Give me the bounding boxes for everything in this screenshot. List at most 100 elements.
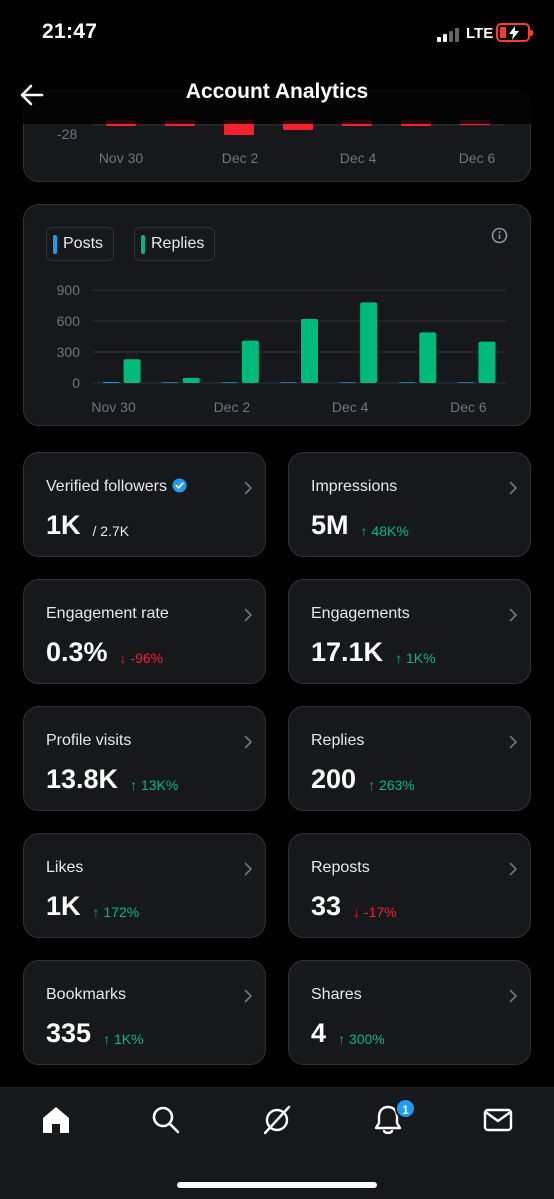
bar-replies[interactable] <box>419 332 437 383</box>
bar-posts[interactable] <box>280 382 297 383</box>
stat-label-text: Reposts <box>311 859 370 876</box>
notification-badge: 1 <box>395 1098 416 1119</box>
y-tick-label: 300 <box>57 344 81 360</box>
legend-swatch <box>53 235 57 254</box>
notifications-icon[interactable] <box>371 1103 405 1137</box>
bar-replies[interactable] <box>123 359 141 383</box>
verified-badge-icon <box>172 478 187 493</box>
bar-posts[interactable] <box>220 382 238 383</box>
stat-label: Shares <box>311 986 362 1004</box>
legend-swatch <box>141 235 145 254</box>
stat-card-bookmarks[interactable]: Bookmarks 335 ↑ 1K% <box>23 960 266 1065</box>
legend-posts-label: Posts <box>63 235 104 252</box>
legend-replies-label: Replies <box>151 235 205 252</box>
stat-card-verified-followers[interactable]: Verified followers 1K / 2.7K <box>23 452 266 557</box>
stat-delta: ↑ 1K% <box>103 1031 144 1047</box>
x-tick-label: Dec 4 <box>340 150 377 166</box>
stat-delta: ↑ 13K% <box>130 777 179 793</box>
stat-label-text: Replies <box>311 732 365 749</box>
x-tick-label: Dec 4 <box>332 399 369 415</box>
stat-value: 17.1K <box>311 637 384 667</box>
header-bar <box>0 62 554 124</box>
stat-value: 4 <box>311 1018 327 1048</box>
bar-replies[interactable] <box>182 377 200 383</box>
tab-bar <box>0 1087 554 1199</box>
chevron-right-icon <box>244 862 252 876</box>
home-icon[interactable] <box>39 1103 73 1137</box>
legend-replies[interactable]: Replies <box>134 227 216 261</box>
stat-value: 13.8K <box>46 764 119 794</box>
chevron-right-icon <box>509 608 517 622</box>
x-tick-label: Dec 6 <box>450 399 487 415</box>
stat-label: Replies <box>311 732 364 750</box>
battery-icon <box>496 23 533 42</box>
stat-delta: ↓ -17% <box>353 904 397 920</box>
x-tick-label: Dec 2 <box>222 150 259 166</box>
stat-value: 33 <box>311 891 342 921</box>
bar-posts[interactable] <box>339 382 357 383</box>
network-label: LTE <box>466 25 494 42</box>
stat-delta: ↑ 48K% <box>360 523 409 539</box>
stat-card-impressions[interactable]: Impressions 5M ↑ 48K% <box>288 452 531 557</box>
info-icon[interactable] <box>491 227 508 244</box>
chevron-right-icon <box>244 608 252 622</box>
stat-value: 0.3% <box>46 637 108 667</box>
chevron-right-icon <box>509 735 517 749</box>
stat-card-profile-visits[interactable]: Profile visits 13.8K ↑ 13K% <box>23 706 266 811</box>
y-tick-label: 0 <box>72 375 80 391</box>
stat-label-text: Bookmarks <box>46 986 127 1003</box>
chevron-right-icon <box>244 735 252 749</box>
stat-delta: ↑ 300% <box>338 1031 385 1047</box>
stat-card-engagement-rate[interactable]: Engagement rate 0.3% ↓ -96% <box>23 579 266 684</box>
stat-label-text: Verified followers <box>46 478 167 495</box>
stat-delta: ↑ 172% <box>92 904 140 920</box>
stat-card-likes[interactable]: Likes 1K ↑ 172% <box>23 833 266 938</box>
bar-posts[interactable] <box>457 382 475 383</box>
stat-label: Verified followers <box>46 478 187 496</box>
stat-value: 335 <box>46 1018 92 1048</box>
stat-label: Bookmarks <box>46 986 126 1004</box>
posts-replies-chart-card: Posts Replies 900 600 300 0 Nov 30 Dec 2 Dec 4… <box>23 204 531 426</box>
back-arrow-icon[interactable] <box>16 78 50 112</box>
stat-card-replies[interactable]: Replies 200 ↑ 263% <box>288 706 531 811</box>
bar-replies[interactable] <box>301 318 318 383</box>
chevron-right-icon <box>509 862 517 876</box>
bar-replies[interactable] <box>360 302 378 383</box>
stat-label-text: Engagements <box>311 605 410 622</box>
bar-posts[interactable] <box>102 382 120 383</box>
bar-replies[interactable] <box>478 341 496 383</box>
legend-posts[interactable]: Posts <box>46 227 115 261</box>
stat-card-shares[interactable]: Shares 4 ↑ 300% <box>288 960 531 1065</box>
stat-label: Engagements <box>311 605 410 623</box>
stat-delta: ↓ -96% <box>119 650 164 666</box>
stat-value: 1K <box>46 510 81 540</box>
messages-icon[interactable] <box>481 1103 515 1137</box>
y-tick-label: -28 <box>57 126 77 142</box>
grok-icon[interactable] <box>260 1103 294 1137</box>
bar-replies[interactable] <box>241 340 259 383</box>
bar-posts[interactable] <box>161 382 179 383</box>
posts-replies-bar-chart: 900 600 300 0 Nov 30 Dec 2 Dec 4 Dec 6 <box>57 282 506 415</box>
search-icon[interactable] <box>149 1103 183 1137</box>
stat-label-text: Profile visits <box>46 732 132 749</box>
bar-posts[interactable] <box>398 382 416 383</box>
page-title: Account Analytics <box>185 80 369 103</box>
stat-card-reposts[interactable]: Reposts 33 ↓ -17% <box>288 833 531 938</box>
stat-card-engagements[interactable]: Engagements 17.1K ↑ 1K% <box>288 579 531 684</box>
stat-delta: ↑ 263% <box>368 777 415 793</box>
stat-value: 200 <box>311 764 357 794</box>
stat-label-text: Engagement rate <box>46 605 169 622</box>
chevron-right-icon <box>509 481 517 495</box>
stat-label-text: Shares <box>311 986 362 1003</box>
stat-delta: ↑ 1K% <box>395 650 436 666</box>
stat-value: 1K <box>46 891 81 921</box>
stat-label: Impressions <box>311 478 397 496</box>
stat-label: Likes <box>46 859 83 877</box>
y-tick-label: 600 <box>57 313 81 329</box>
stat-label: Profile visits <box>46 732 131 750</box>
signal-icon <box>437 26 463 42</box>
x-tick-label: Dec 6 <box>459 150 496 166</box>
stat-label: Reposts <box>311 859 370 877</box>
stat-value: 5M <box>311 510 349 540</box>
y-tick-label: 900 <box>57 282 81 298</box>
